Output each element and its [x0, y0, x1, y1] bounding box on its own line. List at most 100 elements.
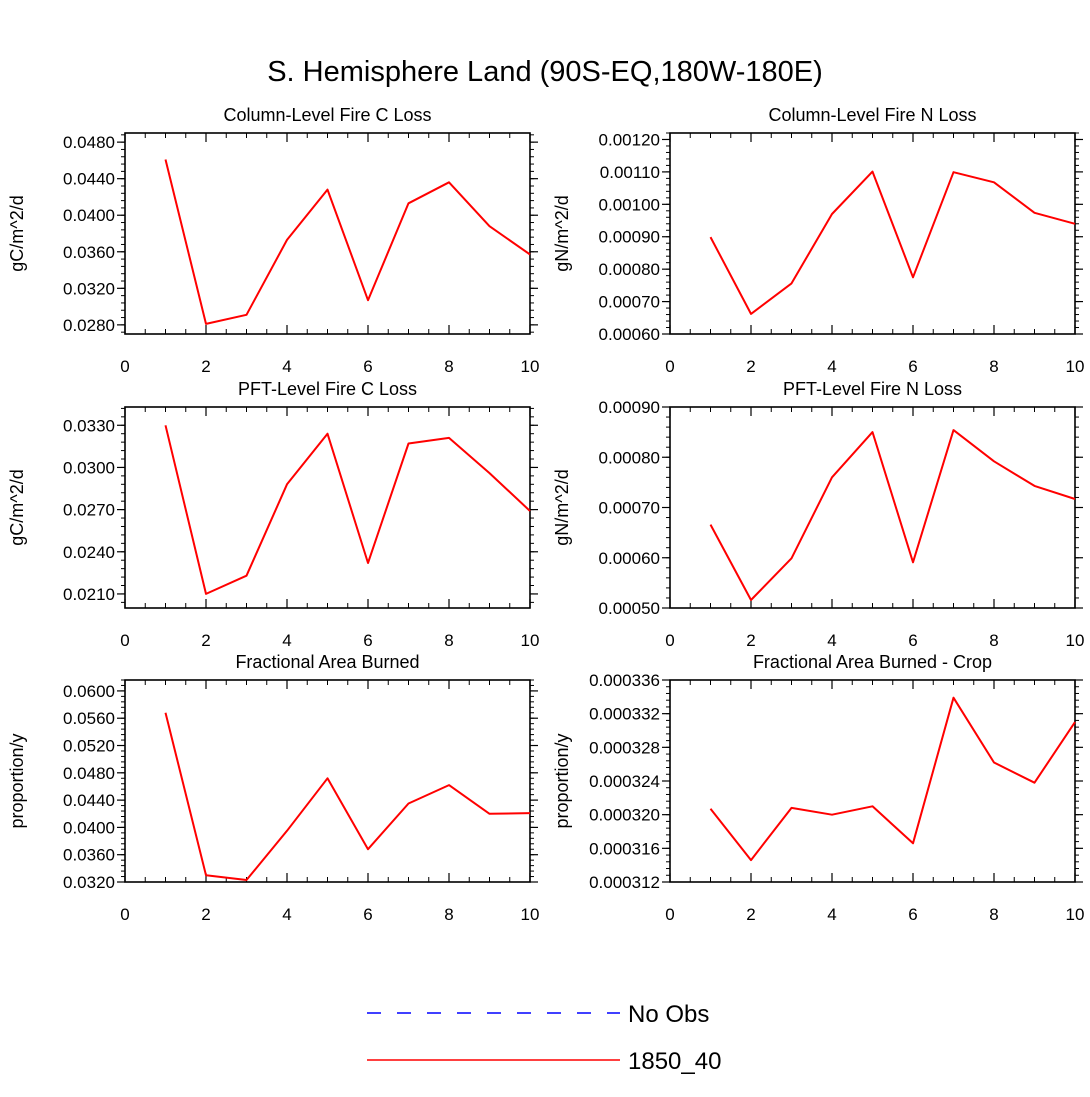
y-axis-label: gC/m^2/d: [7, 469, 27, 545]
x-tick-label: 10: [1066, 631, 1085, 650]
y-axis-label: proportion/y: [7, 733, 27, 828]
y-tick-label: 0.0210: [63, 585, 115, 604]
panel-title: Fractional Area Burned - Crop: [753, 652, 992, 672]
y-tick-label: 0.0480: [63, 133, 115, 152]
y-tick-label: 0.0360: [63, 243, 115, 262]
series-line-1850_40: [711, 698, 1076, 860]
y-tick-label: 0.000336: [589, 671, 660, 690]
legend-label: No Obs: [628, 1001, 709, 1028]
x-tick-label: 10: [521, 631, 540, 650]
y-tick-label: 0.0440: [63, 791, 115, 810]
y-tick-label: 0.00090: [599, 398, 660, 417]
series-line-1850_40: [166, 425, 531, 594]
y-axis-label: gC/m^2/d: [7, 195, 27, 271]
plot-frame: [670, 680, 1075, 882]
y-tick-label: 0.00060: [599, 325, 660, 344]
y-tick-label: 0.000328: [589, 738, 660, 757]
x-tick-label: 6: [363, 357, 372, 376]
series-line-1850_40: [166, 160, 531, 324]
y-tick-label: 0.000332: [589, 705, 660, 724]
panel-title: Column-Level Fire N Loss: [768, 105, 976, 125]
x-tick-label: 2: [746, 631, 755, 650]
x-tick-label: 8: [444, 631, 453, 650]
x-tick-label: 2: [201, 905, 210, 924]
y-tick-label: 0.000324: [589, 772, 660, 791]
x-tick-label: 8: [989, 905, 998, 924]
y-tick-label: 0.00080: [599, 260, 660, 279]
y-tick-label: 0.0360: [63, 846, 115, 865]
x-tick-label: 6: [908, 905, 917, 924]
x-tick-label: 0: [665, 357, 674, 376]
x-tick-label: 4: [282, 631, 291, 650]
y-tick-label: 0.00090: [599, 228, 660, 247]
y-tick-label: 0.000320: [589, 806, 660, 825]
x-tick-label: 2: [201, 631, 210, 650]
x-tick-label: 2: [746, 357, 755, 376]
x-tick-label: 4: [827, 905, 836, 924]
x-tick-label: 6: [908, 357, 917, 376]
plot-frame: [670, 133, 1075, 334]
series-line-1850_40: [711, 172, 1076, 314]
x-tick-label: 0: [665, 631, 674, 650]
y-tick-label: 0.0600: [63, 682, 115, 701]
y-tick-label: 0.0240: [63, 543, 115, 562]
x-tick-label: 8: [989, 357, 998, 376]
x-tick-label: 6: [363, 631, 372, 650]
y-tick-label: 0.00080: [599, 448, 660, 467]
x-tick-label: 10: [1066, 905, 1085, 924]
x-tick-label: 4: [282, 905, 291, 924]
panel-title: Fractional Area Burned: [235, 652, 419, 672]
x-tick-label: 8: [444, 905, 453, 924]
panel-title: PFT-Level Fire C Loss: [238, 379, 417, 399]
plot-frame: [125, 133, 530, 334]
y-axis-label: proportion/y: [552, 733, 572, 828]
y-tick-label: 0.0520: [63, 737, 115, 756]
y-tick-label: 0.0400: [63, 206, 115, 225]
y-tick-label: 0.00070: [599, 499, 660, 518]
y-tick-label: 0.000316: [589, 839, 660, 858]
y-tick-label: 0.000312: [589, 873, 660, 892]
x-tick-label: 6: [908, 631, 917, 650]
figure-title: S. Hemisphere Land (90S-EQ,180W-180E): [267, 56, 823, 88]
x-tick-label: 4: [827, 631, 836, 650]
y-tick-label: 0.0560: [63, 709, 115, 728]
y-tick-label: 0.0440: [63, 170, 115, 189]
y-tick-label: 0.0400: [63, 818, 115, 837]
x-tick-label: 10: [521, 905, 540, 924]
y-axis-label: gN/m^2/d: [552, 469, 572, 545]
y-tick-label: 0.0320: [63, 279, 115, 298]
panel-title: PFT-Level Fire N Loss: [783, 379, 962, 399]
y-tick-label: 0.0270: [63, 501, 115, 520]
x-tick-label: 0: [120, 357, 129, 376]
panel-title: Column-Level Fire C Loss: [223, 105, 431, 125]
y-tick-label: 0.00120: [599, 130, 660, 149]
series-line-1850_40: [711, 430, 1076, 600]
x-tick-label: 0: [665, 905, 674, 924]
x-tick-label: 8: [444, 357, 453, 376]
x-tick-label: 0: [120, 905, 129, 924]
y-tick-label: 0.00110: [600, 163, 660, 182]
plot-frame: [670, 407, 1075, 608]
x-tick-label: 2: [201, 357, 210, 376]
plot-frame: [125, 680, 530, 882]
y-tick-label: 0.0320: [63, 873, 115, 892]
panel-4: 0 2 4 6 8 10 0.00050 0.00060 0.00070 0.00080 0.000…: [552, 379, 1084, 650]
y-tick-label: 0.0330: [63, 416, 115, 435]
y-axis-label: gN/m^2/d: [552, 195, 572, 271]
legend: No Obs 1850_40: [367, 1001, 721, 1075]
y-tick-label: 0.00060: [599, 549, 660, 568]
x-tick-label: 4: [282, 357, 291, 376]
y-tick-label: 0.00050: [599, 599, 660, 618]
y-tick-label: 0.00100: [599, 195, 660, 214]
y-tick-label: 0.0300: [63, 458, 115, 477]
series-line-1850_40: [166, 713, 531, 880]
x-tick-label: 8: [989, 631, 998, 650]
legend-label: 1850_40: [628, 1048, 721, 1075]
x-tick-label: 10: [521, 357, 540, 376]
